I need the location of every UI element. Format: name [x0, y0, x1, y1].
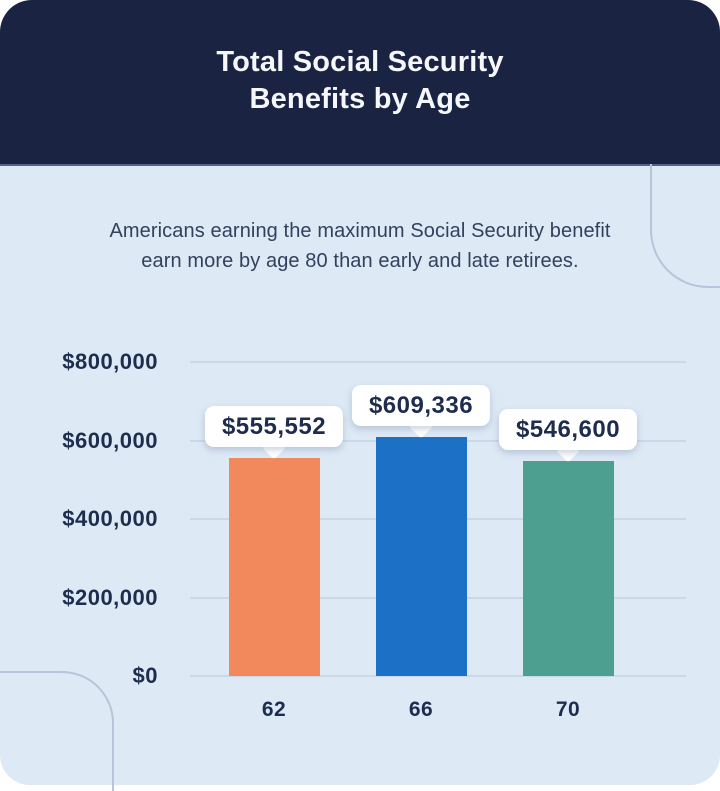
y-axis-tick-label: $200,000 — [62, 584, 158, 610]
chart-title-line-2: Benefits by Age — [249, 83, 471, 115]
y-axis-tick-label: $400,000 — [62, 506, 158, 531]
value-callout: $609,336 — [351, 385, 491, 426]
subtitle-line-1: Americans earning the maximum Social Sec… — [109, 220, 611, 242]
chart-subtitle: Americans earning the maximum Social Sec… — [0, 216, 720, 276]
x-axis-tick-label: 66 — [408, 698, 434, 721]
value-callout: $546,600 — [498, 409, 638, 450]
bar-age-66 — [375, 437, 467, 676]
y-axis-tick-label: $800,000 — [62, 349, 158, 374]
y-axis-tick-label: $600,000 — [62, 427, 158, 453]
bar-age-62 — [228, 458, 320, 676]
chart-title-line-1: Total Social Security — [216, 46, 504, 78]
header-banner: Total Social Security Benefits by Age — [0, 0, 720, 166]
gridline — [190, 675, 686, 677]
subtitle-line-2: earn more by age 80 than early and late … — [141, 250, 579, 272]
x-axis-tick-label: 70 — [555, 698, 581, 721]
y-axis-tick-label: $0 — [132, 663, 158, 688]
chart-title: Total Social Security Benefits by Age — [0, 44, 720, 118]
gridline — [190, 361, 686, 363]
value-callout: $555,552 — [204, 406, 344, 447]
x-axis-tick-label: 62 — [261, 698, 287, 721]
bar-age-70 — [522, 461, 614, 676]
